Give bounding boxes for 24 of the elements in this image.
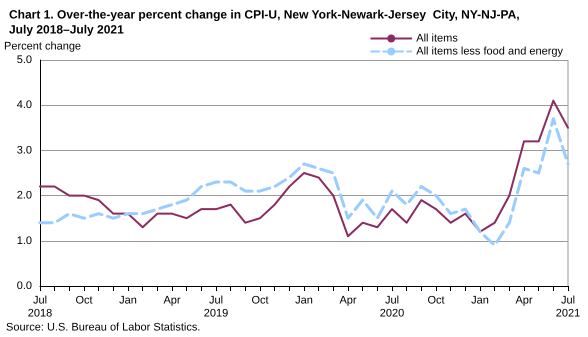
line-series bbox=[38, 117, 570, 247]
y-tick-label: 4.0 bbox=[16, 99, 32, 112]
line-series bbox=[39, 100, 569, 238]
x-tick-label: Apr bbox=[339, 294, 357, 306]
x-tick-label: Jul 2021 bbox=[556, 294, 580, 320]
x-tick-label: Oct bbox=[251, 294, 269, 306]
x-tick-label: Oct bbox=[75, 294, 93, 306]
y-tick-label: 5.0 bbox=[16, 54, 32, 66]
x-tick-label: Apr bbox=[163, 294, 181, 306]
x-tick-label: Apr bbox=[515, 294, 533, 306]
x-tick-label: Jul 2018 bbox=[28, 294, 52, 320]
y-tick-label: 2.0 bbox=[16, 190, 32, 202]
y-tick-label: 3.0 bbox=[16, 144, 32, 156]
x-tick-label: Jan bbox=[119, 294, 137, 306]
x-tick-label: Jan bbox=[471, 294, 489, 306]
y-axis-title: Percent change bbox=[4, 40, 82, 52]
legend-label: All items less food and energy bbox=[416, 46, 564, 58]
x-tick-label: Jan bbox=[295, 294, 313, 306]
y-tick-label: 1.0 bbox=[16, 234, 32, 247]
source-note: Source: U.S. Bureau of Labor Statistics. bbox=[6, 322, 200, 334]
x-tick-label: Jul 2019 bbox=[204, 294, 228, 320]
y-tick-label: 0.0 bbox=[16, 280, 32, 292]
x-tick-label: Jul 2020 bbox=[380, 294, 404, 320]
x-tick-label: Oct bbox=[427, 294, 445, 306]
